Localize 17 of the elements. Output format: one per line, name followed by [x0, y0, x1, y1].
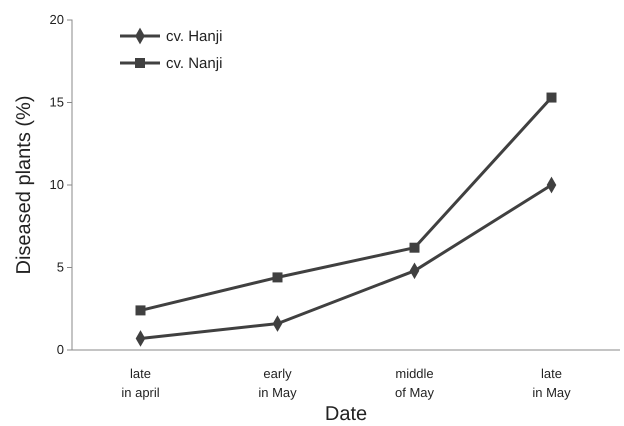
point: [546, 92, 556, 103]
x-tick-label: late in May: [532, 366, 572, 400]
point: [272, 272, 282, 282]
x-tick-label: middle of May: [394, 366, 435, 400]
y-tick-label: 10: [50, 177, 64, 192]
x-axis-title: Date: [324, 403, 368, 425]
x-tick-label: late in april: [121, 366, 160, 400]
legend-label: cv. Nanji: [166, 55, 222, 72]
y-tick-label: 15: [50, 94, 64, 110]
y-tick-label: 0: [56, 342, 64, 358]
y-tick-label: 20: [50, 12, 64, 28]
point: [136, 305, 146, 316]
y-tick-label: 5: [56, 260, 64, 275]
x-tick-label: early in May: [258, 366, 298, 400]
y-axis-title: Diseased plants (%): [13, 96, 35, 274]
legend-label: cv. Hanji: [166, 28, 222, 45]
point: [410, 242, 420, 253]
